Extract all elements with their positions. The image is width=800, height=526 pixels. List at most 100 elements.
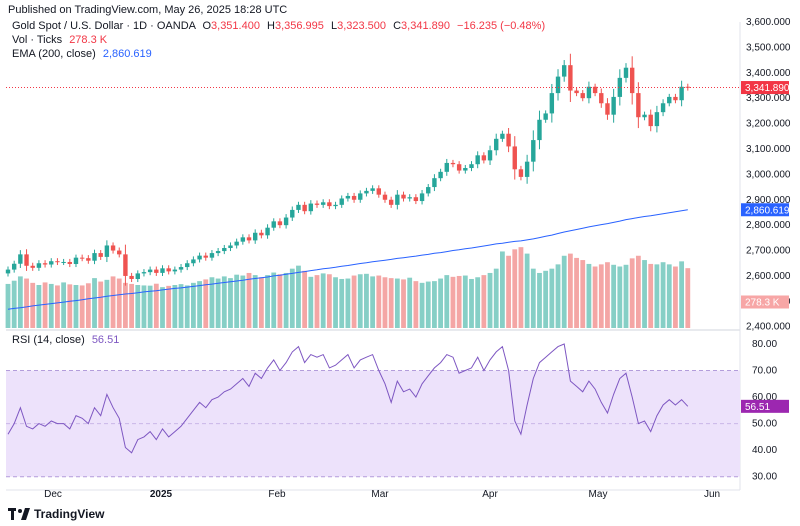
volume-bar <box>197 281 202 328</box>
candle-body <box>506 133 511 147</box>
volume-bar <box>67 284 73 328</box>
volume-bar <box>673 266 678 328</box>
price-tick-label: 2,900.000 <box>746 195 791 206</box>
volume-bar <box>277 274 283 328</box>
candle-body <box>500 133 505 139</box>
volume-bar <box>493 268 499 328</box>
candle-body <box>110 245 116 251</box>
candle-body <box>623 67 629 78</box>
candle-body <box>395 194 400 205</box>
rsi-tick-label: 30.00 <box>752 472 777 483</box>
candle-body <box>141 272 147 274</box>
volume-bar <box>147 285 153 328</box>
volume-bar <box>586 263 592 328</box>
rsi-legend[interactable]: RSI (14, close) 56.51 <box>12 334 119 346</box>
candle-body <box>494 138 499 151</box>
volume-legend[interactable]: Vol · Ticks 278.3 K <box>12 34 107 46</box>
volume-value: 278.3 K <box>69 34 108 46</box>
volume-bar <box>191 282 196 328</box>
symbol-legend[interactable]: Gold Spot / U.S. Dollar · 1D · OANDA O3,… <box>12 20 545 32</box>
volume-bar <box>166 285 172 328</box>
volume-bar <box>73 285 79 328</box>
volume-bar <box>543 270 549 328</box>
volume-bar <box>48 283 54 328</box>
rsi-tick-label: 70.00 <box>752 366 777 377</box>
time-tick-label: 2025 <box>150 489 173 500</box>
time-tick-label: Feb <box>268 489 286 500</box>
candle-body <box>580 93 585 99</box>
candle-body <box>419 193 425 202</box>
candle-body <box>376 188 381 195</box>
price-tick-label: 3,400.000 <box>746 68 791 79</box>
price-tick-label: 3,500.000 <box>746 42 791 53</box>
price-tick-label: 3,200.000 <box>746 119 791 130</box>
candle-body <box>222 248 227 252</box>
volume-bar <box>141 285 147 328</box>
volume-bar <box>178 284 184 328</box>
candle-body <box>320 202 326 205</box>
candle-body <box>339 198 344 205</box>
candle-body <box>629 67 635 94</box>
candle-body <box>537 119 542 141</box>
volume-bar <box>469 278 474 328</box>
price-tick-label: 2,700.000 <box>746 246 791 257</box>
volume-bar <box>679 261 685 328</box>
candle-body <box>11 263 17 270</box>
price-tick-label: 2,800.000 <box>746 220 791 231</box>
candle-body <box>197 255 202 260</box>
candle-body <box>611 96 616 115</box>
low-value: 3,323.500 <box>337 20 387 32</box>
volume-bar <box>184 285 190 328</box>
ema-legend[interactable]: EMA (200, close) 2,860.619 <box>12 48 152 60</box>
candle-body <box>215 251 221 254</box>
candle-body <box>117 250 122 255</box>
volume-bar <box>123 282 128 328</box>
candle-body <box>191 259 196 264</box>
candle-body <box>679 86 684 101</box>
volume-bar <box>24 278 29 328</box>
time-tick-label: Apr <box>482 489 498 500</box>
candle-body <box>481 155 487 161</box>
candle-body <box>512 146 517 170</box>
price-tick-label: 2,400.000 <box>746 322 791 333</box>
price-tick-label: 2,600.000 <box>746 271 791 282</box>
ema-badge <box>741 203 789 217</box>
volume-bar <box>153 283 159 328</box>
candle-body <box>438 171 443 179</box>
candle-body <box>98 253 103 257</box>
candle-body <box>135 273 140 279</box>
volume-bar <box>611 264 617 328</box>
rsi-tick-label: 80.00 <box>752 339 777 350</box>
candle-body <box>364 190 369 194</box>
candle-body <box>531 140 536 162</box>
volume-bar <box>555 264 561 328</box>
volume-bar <box>234 274 240 328</box>
tradingview-footer[interactable]: TradingView <box>8 507 104 521</box>
volume-bar <box>221 276 227 328</box>
candle-body <box>67 261 72 265</box>
candle-body <box>327 202 332 207</box>
candle-body <box>61 261 66 263</box>
volume-bar <box>228 278 233 328</box>
candle-body <box>209 253 215 258</box>
volume-bar <box>438 278 443 328</box>
candle-body <box>413 197 419 202</box>
candle-body <box>605 103 610 115</box>
candle-body <box>660 103 666 113</box>
ema-line <box>7 209 688 310</box>
candle-body <box>259 232 264 236</box>
brand-name: TradingView <box>34 507 105 521</box>
candle-body <box>147 269 153 273</box>
candle-body <box>358 193 363 200</box>
volume-bar <box>629 258 635 328</box>
candle-body <box>166 268 171 272</box>
candle-body <box>185 263 190 268</box>
candle-body <box>24 254 29 266</box>
volume-bar <box>617 266 623 328</box>
volume-bar <box>345 278 351 328</box>
candle-body <box>382 194 388 200</box>
volume-bar <box>388 278 394 328</box>
candle-body <box>654 112 660 127</box>
